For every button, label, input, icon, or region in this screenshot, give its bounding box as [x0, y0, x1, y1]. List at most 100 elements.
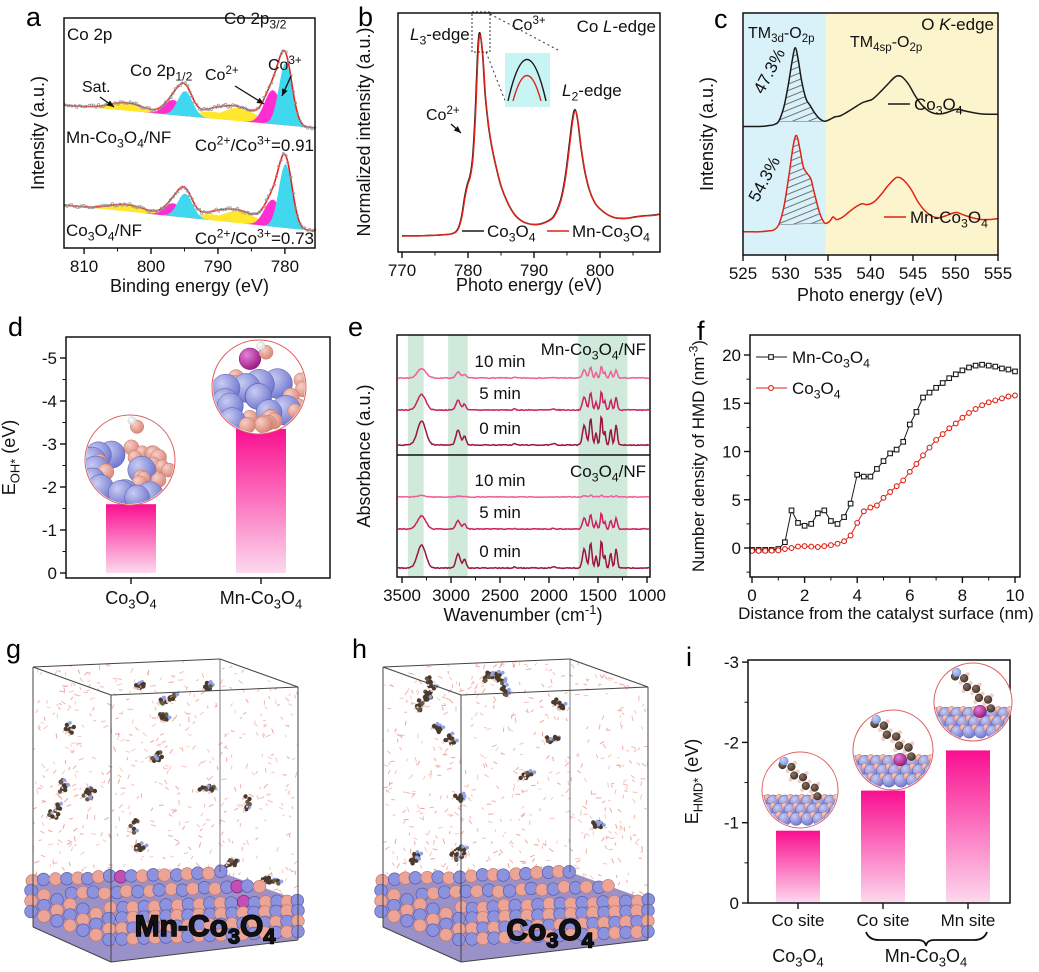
panel-d-eoh-bar-chart: 0 -1 -2 -3 -4 -5 Co3O4 Mn-Co3O4 EOH* (eV) [0, 336, 331, 612]
svg-text:Mn-Co3O4/NF: Mn-Co3O4/NF [66, 128, 171, 150]
svg-text:5 min: 5 min [479, 384, 521, 403]
svg-text:535: 535 [814, 264, 842, 283]
svg-text:-3: -3 [42, 435, 57, 454]
d-bars [106, 428, 286, 573]
svg-text:L2-edge: L2-edge [562, 81, 622, 103]
panel-label-f: f [697, 316, 705, 346]
panel-label-i: i [686, 642, 692, 672]
svg-text:530: 530 [771, 264, 799, 283]
svg-text:Co3O4: Co3O4 [506, 914, 593, 953]
svg-text:Co site: Co site [857, 911, 910, 930]
f-legend: Mn-Co3O4 Co3O4 [756, 348, 870, 401]
svg-text:770: 770 [388, 261, 416, 280]
svg-text:Co3+: Co3+ [268, 55, 302, 74]
b-inset [471, 11, 559, 107]
svg-text:EOH* (eV): EOH* (eV) [0, 420, 23, 496]
svg-text:10 min: 10 min [474, 471, 525, 490]
e-traces: 10 min 5 min 0 min Mn-Co3O4/NF 10 min 5 min 0 … [397, 340, 650, 570]
panel-g-md-snapshot-mn-co3o4: Mn-Co3O4 [24, 658, 305, 963]
e-bands [407, 335, 628, 577]
svg-text:10 min: 10 min [474, 352, 525, 371]
svg-text:800: 800 [586, 261, 614, 280]
svg-text:2000: 2000 [530, 586, 568, 605]
svg-text:-5: -5 [42, 349, 57, 368]
svg-g-label: Mn-Co3O4 [134, 909, 276, 949]
svg-text:Mn-Co3O4: Mn-Co3O4 [572, 222, 650, 244]
svg-text:-2: -2 [42, 478, 57, 497]
svg-text:3500: 3500 [383, 586, 421, 605]
svg-text:Co3O4/NF: Co3O4/NF [66, 221, 142, 243]
svg-text:-2: -2 [724, 733, 739, 752]
svg-text:-1: -1 [42, 521, 57, 540]
svg-text:800: 800 [137, 257, 165, 276]
svg-text:L3-edge: L3-edge [410, 25, 470, 47]
e-axes: 3500 3000 2500 2000 1500 1000 Wavenumber (cm-1… [354, 334, 666, 625]
svg-text:Mn site: Mn site [941, 911, 996, 930]
svg-text:545: 545 [899, 264, 927, 283]
svg-text:Co3O4/NF: Co3O4/NF [570, 462, 646, 484]
svg-g-slab [24, 864, 305, 962]
d-axes: 0 -1 -2 -3 -4 -5 Co3O4 Mn-Co3O4 EOH* (eV) [0, 336, 331, 612]
svg-text:Mn-Co3O4: Mn-Co3O4 [792, 348, 870, 370]
a-spectra: Mn-Co3O4/NF Co2+/Co3+=0.91 Co3O4/NF Co2+/Co… [63, 49, 317, 248]
panel-label-g: g [6, 634, 22, 664]
b-legend: Co3O4 Mn-Co3O4 [462, 222, 650, 244]
svg-text:Mn-Co3O4: Mn-Co3O4 [910, 208, 988, 230]
svg-text:1000: 1000 [628, 586, 666, 605]
svg-text:Distance from the catalyst sur: Distance from the catalyst surface (nm) [738, 604, 1034, 623]
svg-text:4: 4 [852, 586, 861, 605]
svg-text:Intensity (a.u.): Intensity (a.u.) [697, 77, 717, 191]
panel-f-hmd-density-chart: 0 2 4 6 8 10 0 5 10 15 20 Distance from the catalys… [687, 334, 1034, 623]
svg-text:790: 790 [520, 261, 548, 280]
svg-h-box-edges [382, 658, 649, 963]
svg-h-label: Co3O4 [506, 913, 595, 953]
svg-text:Mn-Co3O4/NF: Mn-Co3O4/NF [541, 340, 646, 362]
svg-text:10: 10 [722, 443, 741, 462]
c-axes: 525 530 535 540 545 550 555 Photo energy (eV) In… [697, 12, 1012, 305]
svg-text:Intensity (a.u.): Intensity (a.u.) [28, 76, 48, 190]
svg-text:Sat.: Sat. [82, 79, 110, 96]
svg-text:Co3O4: Co3O4 [105, 588, 156, 612]
svg-text:Co2+: Co2+ [426, 105, 460, 124]
svg-text:10: 10 [1006, 586, 1025, 605]
svg-text:EHMD* (eV): EHMD* (eV) [682, 739, 706, 825]
panel-label-a: a [26, 2, 42, 32]
svg-text:TM3d-O2p: TM3d-O2p [748, 25, 815, 45]
svg-text:0 min: 0 min [479, 419, 521, 438]
panel-label-e: e [348, 312, 364, 342]
d-inset-structure [211, 339, 307, 435]
svg-text:Co3O4: Co3O4 [792, 379, 841, 401]
svg-text:780: 780 [454, 261, 482, 280]
svg-text:Number density of HMD (nm-3): Number density of HMD (nm-3) [687, 340, 708, 572]
svg-text:Co3O4: Co3O4 [487, 222, 536, 244]
svg-text:Photo energy (eV): Photo energy (eV) [456, 275, 602, 295]
svg-text:1500: 1500 [579, 586, 617, 605]
svg-text:Photo energy (eV): Photo energy (eV) [797, 285, 943, 305]
i-inset-molecule [933, 662, 1013, 742]
i-group-labels: Co3O4 Mn-Co3O4 [772, 931, 988, 970]
svg-text:810: 810 [70, 257, 98, 276]
svg-text:TM4sp-O2p: TM4sp-O2p [850, 34, 922, 54]
svg-text:Co 2p1/2: Co 2p1/2 [130, 61, 193, 83]
panel-label-h: h [352, 634, 368, 664]
panel-h-md-snapshot-co3o4: Co3O4 [374, 658, 655, 963]
svg-text:0: 0 [732, 539, 741, 558]
b-annotations: L3-edge Co3+ Co L-edge Co2+ L2-edge [410, 15, 656, 134]
svg-text:5 min: 5 min [479, 503, 521, 522]
svg-text:2: 2 [800, 586, 809, 605]
f-series [749, 361, 1018, 554]
svg-text:6: 6 [905, 586, 914, 605]
svg-h-slab [374, 864, 655, 962]
svg-text:0: 0 [48, 564, 57, 583]
i-inset-molecule [852, 709, 934, 791]
svg-text:Co 2p: Co 2p [67, 25, 112, 44]
panel-label-b: b [358, 2, 374, 32]
svg-text:Co3O4: Co3O4 [772, 946, 823, 970]
svg-text:Co2+/Co3+=0.91: Co2+/Co3+=0.91 [195, 134, 314, 155]
panel-label-c: c [714, 4, 728, 34]
